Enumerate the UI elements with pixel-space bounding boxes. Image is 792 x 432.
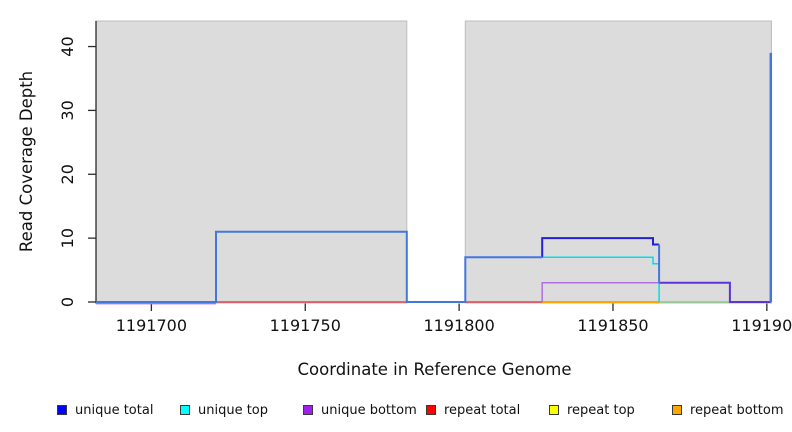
y-tick-label: 0 <box>58 297 77 307</box>
legend-item-repeat-top: repeat top <box>549 403 672 418</box>
y-tick-label: 20 <box>58 164 77 184</box>
chart-legend: unique total unique top unique bottom repea… <box>57 399 792 421</box>
legend-item-repeat-total: repeat total <box>426 403 549 418</box>
y-tick-label: 10 <box>58 228 77 248</box>
legend-swatch-icon <box>57 405 67 415</box>
x-tick-label: 1191800 <box>423 316 494 335</box>
legend-swatch-icon <box>672 405 682 415</box>
y-axis-title: Read Coverage Depth <box>17 71 36 252</box>
y-tick-label: 30 <box>58 100 77 120</box>
legend-item-unique-top: unique top <box>180 403 303 418</box>
x-tick-label: 1191700 <box>116 316 187 335</box>
coverage-plot-svg: 0 10 20 30 40 Read Coverage Depth 1191700 11917… <box>17 20 792 379</box>
legend-swatch-icon <box>180 405 190 415</box>
repeat-shade-right <box>464 20 772 304</box>
legend-swatch-icon <box>303 405 313 415</box>
repeat-shade-left <box>95 20 408 304</box>
unique-total-blend-line <box>96 230 543 303</box>
x-tick-label: 1191750 <box>270 316 341 335</box>
legend-item-unique-total: unique total <box>57 403 180 418</box>
legend-label: unique top <box>198 402 269 418</box>
unique-bottom-line-line <box>541 282 660 302</box>
y-tick-label: 40 <box>58 36 77 56</box>
legend-label: repeat bottom <box>690 402 784 418</box>
legend-swatch-icon <box>549 405 559 415</box>
legend-label: unique bottom <box>321 402 417 418</box>
x-tick-label: 1191850 <box>577 316 648 335</box>
legend-label: unique total <box>75 402 154 418</box>
legend-item-unique-bottom: unique bottom <box>303 403 426 418</box>
x-tick-label: 1191900 <box>731 316 792 335</box>
legend-label: repeat top <box>567 402 635 418</box>
legend-label: repeat total <box>444 402 521 418</box>
x-axis-title: Coordinate in Reference Genome <box>297 360 571 379</box>
total-over-bottom-blend-line <box>659 281 771 303</box>
legend-item-repeat-bottom: repeat bottom <box>672 403 792 418</box>
unique-total-pure-line <box>541 237 660 258</box>
legend-swatch-icon <box>426 405 436 415</box>
